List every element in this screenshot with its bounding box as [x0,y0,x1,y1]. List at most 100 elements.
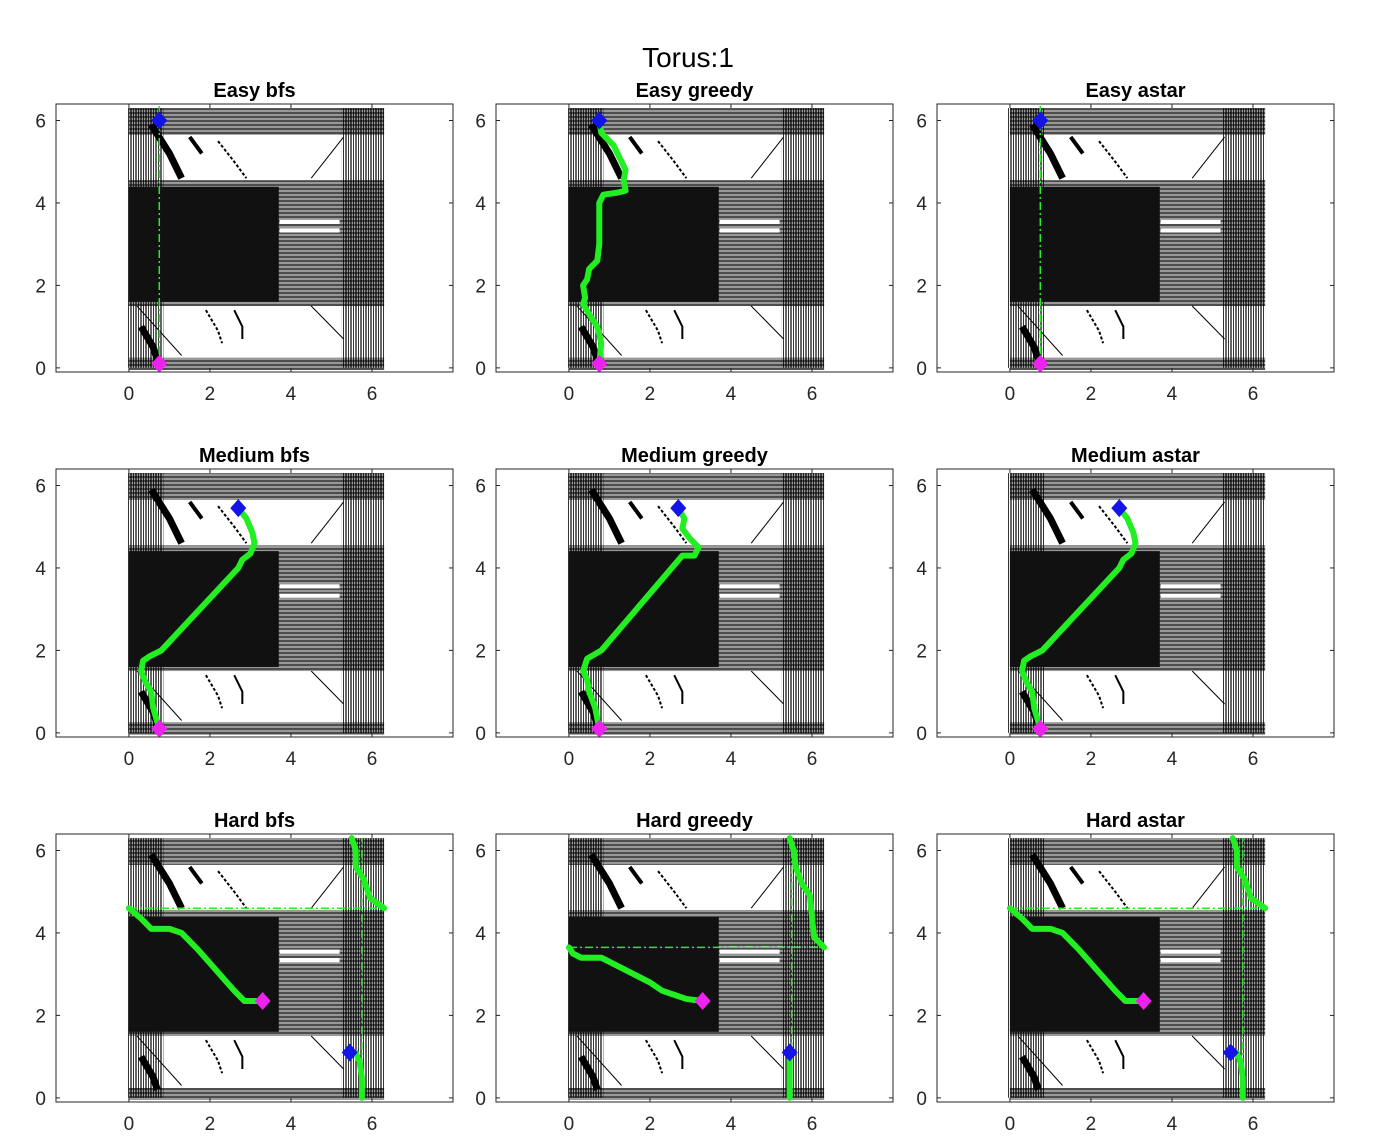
obstacle-streak [138,324,161,361]
obstacle-streak [1029,122,1066,180]
axes-box [495,468,894,738]
y-tick-label: 2 [916,641,927,662]
y-tick-label: 4 [35,559,46,580]
obstacle-streak [645,674,664,709]
subplot: 0 2 4 6 0 2 4 6 Easy bfs [35,80,454,405]
y-tick-label: 6 [475,841,486,862]
gap-stripe [719,958,780,963]
planned-path [352,1049,365,1101]
subplot: 0 2 4 6 0 2 4 6 Hard astar [916,810,1335,1135]
panel-title: Easy bfs [213,80,295,102]
y-tick-label: 6 [35,476,46,497]
start-marker [230,499,247,518]
obstacle-line [1191,1035,1225,1070]
obstacle-streak [673,1039,684,1070]
y-tick-label: 4 [475,559,486,580]
x-tick-label: 6 [1248,1114,1259,1135]
gap-stripe [719,584,780,589]
obstacle-streak [205,1039,224,1074]
planned-path [580,505,702,732]
x-tick-label: 6 [807,384,818,405]
x-tick-label: 0 [1005,1114,1016,1135]
goal-marker [1032,354,1049,372]
obstacle-line [136,1035,182,1086]
x-tick-label: 6 [1248,749,1259,770]
obstacle-streak [1114,674,1125,705]
obstacle-streak [148,122,185,180]
dense-arrow-block [1009,916,1160,1032]
y-tick-label: 0 [475,724,486,745]
obstacle-line [750,866,785,909]
subplot: 0 2 4 6 0 2 4 6 Medium astar [916,445,1335,770]
x-tick-label: 2 [1086,749,1097,770]
axes-box [55,468,454,738]
x-tick-label: 2 [645,384,656,405]
obstacle-streak [1019,324,1042,361]
obstacle-line [576,1035,622,1086]
obstacle-streak [645,1039,664,1074]
obstacle-streak [1086,309,1105,344]
start-marker [1222,1043,1239,1062]
plot-area [1007,106,1266,372]
gap-stripe [279,958,340,963]
planned-path [138,505,258,732]
planned-path [786,835,828,951]
obstacle-streak [148,852,185,910]
gap-stripe [719,949,780,954]
x-tick-label: 0 [1005,384,1016,405]
arrow-band-bottom [1009,1087,1266,1100]
obstacle-line [310,670,344,705]
y-tick-label: 0 [35,724,46,745]
x-tick-label: 4 [726,1114,737,1135]
planned-path [125,905,266,1004]
y-tick-label: 0 [475,1089,486,1110]
arrow-band-top [568,473,825,500]
y-tick-label: 4 [35,924,46,945]
axes-box [936,468,1335,738]
arrow-band-bottom [128,357,385,370]
gap-stripe [1160,584,1221,589]
arrow-band-top [568,838,825,865]
x-tick-label: 2 [1086,384,1097,405]
x-tick-label: 2 [205,1114,216,1135]
plot-area [126,473,385,737]
obstacle-line [1191,501,1226,544]
gap-stripe [279,219,340,224]
y-tick-label: 0 [916,359,927,380]
goal-marker [591,354,608,372]
obstacle-streak [188,500,204,520]
goal-marker [151,719,168,737]
arrow-band-top [1009,838,1266,865]
y-tick-label: 2 [475,641,486,662]
planned-path [1233,1049,1246,1101]
gap-stripe [719,593,780,598]
dense-arrow-block [568,186,719,302]
subplot: 0 2 4 6 0 2 4 6 Hard greedy [475,810,894,1135]
start-marker [151,111,168,130]
y-tick-label: 4 [916,559,927,580]
arrow-band-bottom [1009,357,1266,370]
obstacle-streak [1098,140,1129,179]
goal-marker [254,991,271,1010]
gap-stripe [279,228,340,233]
planned-path [580,117,629,367]
panel-title: Medium bfs [199,445,310,467]
obstacle-streak [628,500,644,520]
obstacle-streak [205,674,224,709]
x-tick-label: 6 [367,384,378,405]
plot-area [126,106,385,372]
planned-path [1006,905,1147,1004]
y-tick-label: 6 [916,476,927,497]
obstacle-line [310,501,345,544]
obstacle-streak [645,309,664,344]
start-marker [1032,111,1049,130]
axes-box [495,103,894,373]
arrow-band-bottom [568,722,825,735]
y-tick-label: 6 [475,476,486,497]
obstacle-streak [1069,135,1085,155]
y-tick-label: 2 [35,276,46,297]
goal-marker [694,991,711,1010]
gap-stripe [1160,949,1221,954]
obstacle-streak [233,674,244,705]
axes-box [55,103,454,373]
